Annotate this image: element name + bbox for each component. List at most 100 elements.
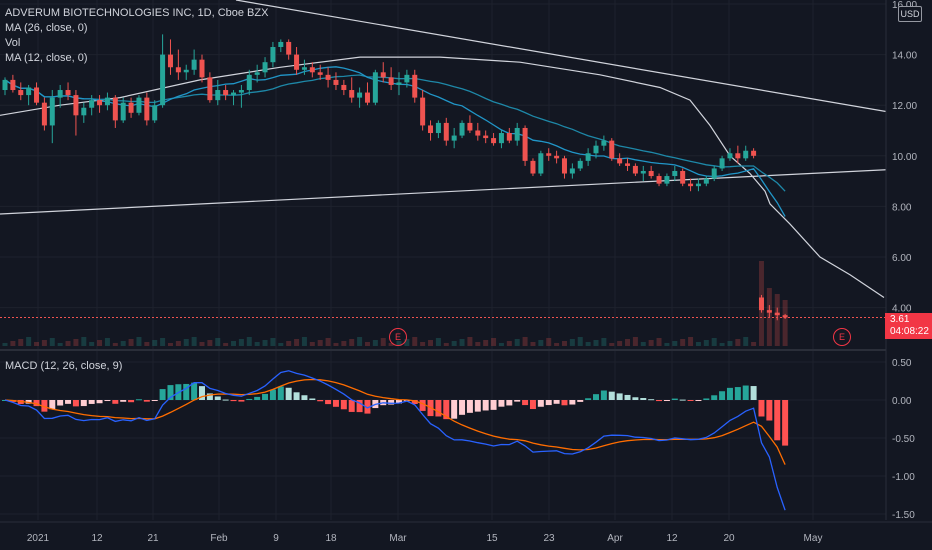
candle-body (49, 97, 55, 126)
candle-body (758, 297, 764, 311)
candle-body (688, 183, 694, 187)
histogram-bar (608, 391, 615, 400)
histogram-bar (254, 396, 261, 400)
candle-body (112, 97, 118, 121)
candle-body (498, 133, 504, 144)
time-tick-label: 20 (723, 533, 735, 544)
volume-bar (506, 341, 512, 346)
volume-bar (372, 340, 378, 346)
volume-bar (514, 339, 520, 346)
histogram-bar (782, 400, 789, 446)
candle-body (546, 153, 552, 156)
countdown-timer: 04:08:22 (890, 326, 929, 337)
volume-bar (680, 339, 686, 346)
time-tick-label: 12 (666, 533, 678, 544)
grid-lines (0, 0, 886, 520)
volume-bar (2, 343, 8, 346)
earnings-marker-2[interactable]: E (833, 328, 851, 346)
volume-bar (498, 343, 504, 346)
candle-body (207, 77, 213, 101)
earnings-marker-1[interactable]: E (389, 328, 407, 346)
candle-body (231, 92, 237, 96)
volume-legend[interactable]: Vol (5, 37, 21, 49)
ma12-legend[interactable]: MA (12, close, 0) (5, 52, 88, 64)
volume-bar (175, 341, 181, 346)
volume-bar (569, 339, 575, 346)
price-tick-label: 16.00 (892, 0, 917, 11)
candle-body (609, 140, 615, 159)
histogram-bar (537, 400, 544, 407)
histogram-bar (687, 400, 694, 401)
histogram-bar (222, 399, 229, 401)
candle-body (412, 74, 418, 98)
histogram-bar (435, 400, 442, 417)
candle-body (396, 82, 402, 85)
macd-histogram (2, 382, 789, 446)
histogram-bar (640, 398, 647, 400)
candle-body (672, 170, 678, 177)
macd-legend[interactable]: MACD (12, 26, close, 9) (5, 360, 123, 372)
candle-body (167, 54, 173, 68)
volume-bar (719, 343, 725, 346)
volume-bar (73, 339, 79, 346)
volume-bar (782, 300, 788, 346)
volume-bar (341, 341, 347, 346)
time-axis[interactable]: 2021 12 21 Feb 9 18 Mar 15 23 Apr 12 20 May (0, 521, 932, 544)
histogram-bar (695, 400, 702, 401)
candle-body (191, 59, 197, 70)
histogram-bar (191, 382, 198, 400)
time-tick-label: Mar (389, 533, 407, 544)
volume-bar (530, 342, 536, 346)
volume-bar (97, 340, 103, 346)
histogram-bar (774, 400, 781, 441)
candle-body (711, 168, 717, 179)
candle-body (349, 90, 355, 98)
histogram-bar (277, 386, 284, 400)
volume-bar (561, 341, 567, 346)
candle-body (451, 135, 457, 141)
histogram-bar (57, 400, 64, 406)
candle-body (301, 67, 307, 70)
volume-bar (34, 342, 40, 346)
candle-body (65, 90, 71, 96)
volume-bar (625, 339, 631, 346)
histogram-bar (246, 398, 253, 400)
volume-bar (49, 338, 55, 346)
histogram-bar (143, 400, 150, 402)
volume-bar (751, 342, 757, 346)
candle-body (120, 102, 126, 121)
histogram-bar (269, 389, 276, 400)
candle-body (294, 54, 300, 70)
volume-bar (262, 340, 268, 346)
histogram-bar (451, 400, 458, 419)
candle-body (695, 183, 701, 187)
candle-body (160, 54, 166, 106)
histogram-bar (734, 387, 741, 400)
candle-body (270, 47, 276, 63)
histogram-bar (553, 400, 560, 404)
histogram-bar (419, 400, 426, 411)
volume-bar (270, 338, 276, 346)
candle-body (41, 102, 47, 126)
candle-body (664, 176, 670, 184)
candle-body (2, 79, 8, 91)
histogram-bar (719, 391, 726, 400)
ma26-legend[interactable]: MA (26, close, 0) (5, 22, 88, 34)
volume-bar (546, 338, 552, 346)
histogram-bar (293, 392, 300, 400)
histogram-bar (742, 385, 749, 400)
currency-badge[interactable]: USD (898, 6, 922, 22)
candle-body (364, 92, 370, 103)
candle-body (569, 168, 575, 174)
volume-bar (727, 341, 733, 346)
volume-bar (254, 342, 260, 346)
ma12-line (4, 66, 786, 217)
histogram-bar (656, 400, 663, 402)
histogram-bar (325, 400, 332, 405)
candle-body (104, 97, 110, 106)
price-axis[interactable]: 16.00 14.00 12.00 10.00 8.00 6.00 4.00 0.50 0.00… (885, 0, 932, 521)
candle-body (262, 62, 268, 73)
symbol-title[interactable]: ADVERUM BIOTECHNOLOGIES INC, 1D, Cboe BZ… (5, 7, 269, 19)
volume-bar (286, 341, 292, 346)
